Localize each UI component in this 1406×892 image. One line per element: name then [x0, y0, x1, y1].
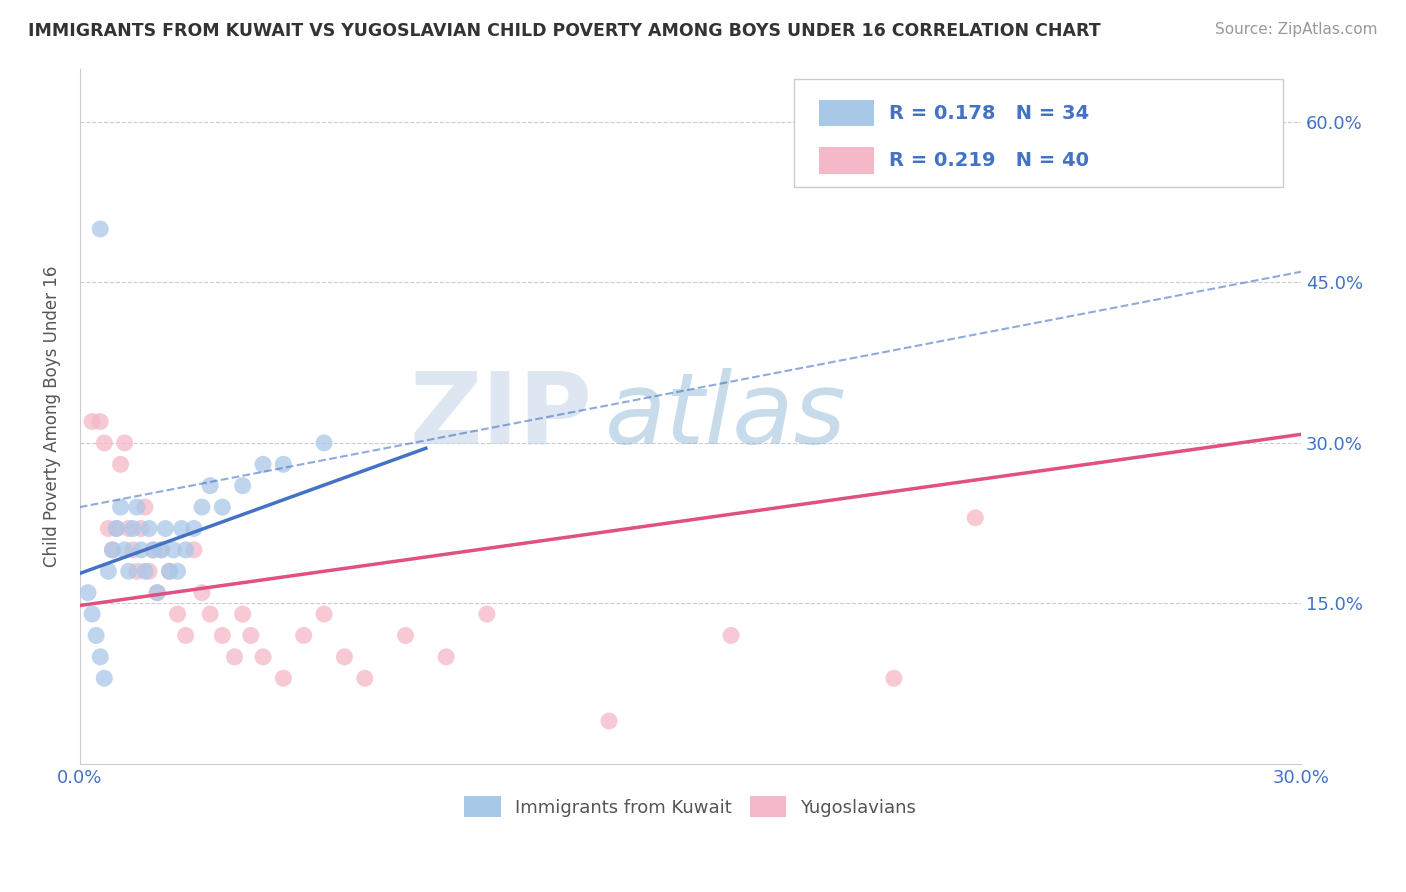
Point	[110, 458, 132, 472]
Point	[232, 479, 254, 493]
Point	[93, 671, 115, 685]
Legend: Immigrants from Kuwait, Yugoslavians: Immigrants from Kuwait, Yugoslavians	[457, 789, 924, 824]
Point	[883, 671, 905, 685]
Point	[93, 436, 115, 450]
Point	[183, 542, 205, 557]
Point	[134, 564, 156, 578]
Point	[183, 521, 205, 535]
Point	[101, 542, 124, 557]
Point	[150, 542, 173, 557]
Point	[198, 607, 221, 621]
Point	[118, 521, 141, 535]
Point	[224, 649, 246, 664]
Point	[239, 628, 262, 642]
Point	[80, 415, 103, 429]
Point	[80, 607, 103, 621]
Text: IMMIGRANTS FROM KUWAIT VS YUGOSLAVIAN CHILD POVERTY AMONG BOYS UNDER 16 CORRELAT: IMMIGRANTS FROM KUWAIT VS YUGOSLAVIAN CH…	[28, 22, 1101, 40]
Point	[211, 628, 233, 642]
Point	[97, 564, 120, 578]
Point	[89, 415, 111, 429]
Point	[232, 607, 254, 621]
Point	[191, 585, 214, 599]
Point	[174, 542, 197, 557]
Point	[475, 607, 498, 621]
Point	[125, 564, 148, 578]
Point	[105, 521, 128, 535]
Point	[252, 458, 274, 472]
Point	[394, 628, 416, 642]
Bar	[818, 100, 873, 127]
Point	[292, 628, 315, 642]
Point	[157, 564, 180, 578]
Text: atlas: atlas	[605, 368, 846, 465]
Point	[142, 542, 165, 557]
Point	[312, 607, 335, 621]
FancyBboxPatch shape	[794, 79, 1282, 186]
Point	[114, 436, 136, 450]
Point	[110, 500, 132, 514]
Point	[273, 458, 295, 472]
Point	[252, 649, 274, 664]
Point	[146, 585, 169, 599]
Point	[89, 222, 111, 236]
Point	[434, 649, 457, 664]
Text: R = 0.219   N = 40: R = 0.219 N = 40	[890, 151, 1090, 169]
Point	[146, 585, 169, 599]
Point	[333, 649, 356, 664]
Point	[312, 436, 335, 450]
Point	[134, 500, 156, 514]
Point	[114, 542, 136, 557]
Point	[155, 521, 177, 535]
Point	[211, 500, 233, 514]
Point	[142, 542, 165, 557]
Point	[598, 714, 620, 728]
Point	[166, 564, 188, 578]
Point	[198, 479, 221, 493]
Point	[150, 542, 173, 557]
Point	[125, 500, 148, 514]
Point	[170, 521, 193, 535]
Point	[84, 628, 107, 642]
Point	[97, 521, 120, 535]
Point	[138, 521, 160, 535]
Point	[129, 521, 152, 535]
Point	[273, 671, 295, 685]
Text: R = 0.178   N = 34: R = 0.178 N = 34	[890, 103, 1090, 122]
Point	[174, 628, 197, 642]
Point	[353, 671, 375, 685]
Text: ZIP: ZIP	[409, 368, 593, 465]
Point	[121, 521, 143, 535]
Bar	[818, 147, 873, 174]
Point	[965, 510, 987, 524]
Point	[101, 542, 124, 557]
Point	[191, 500, 214, 514]
Point	[720, 628, 742, 642]
Point	[89, 649, 111, 664]
Point	[157, 564, 180, 578]
Text: Source: ZipAtlas.com: Source: ZipAtlas.com	[1215, 22, 1378, 37]
Point	[118, 564, 141, 578]
Point	[166, 607, 188, 621]
Point	[105, 521, 128, 535]
Y-axis label: Child Poverty Among Boys Under 16: Child Poverty Among Boys Under 16	[44, 266, 60, 566]
Point	[162, 542, 184, 557]
Point	[121, 542, 143, 557]
Point	[129, 542, 152, 557]
Point	[138, 564, 160, 578]
Point	[77, 585, 100, 599]
